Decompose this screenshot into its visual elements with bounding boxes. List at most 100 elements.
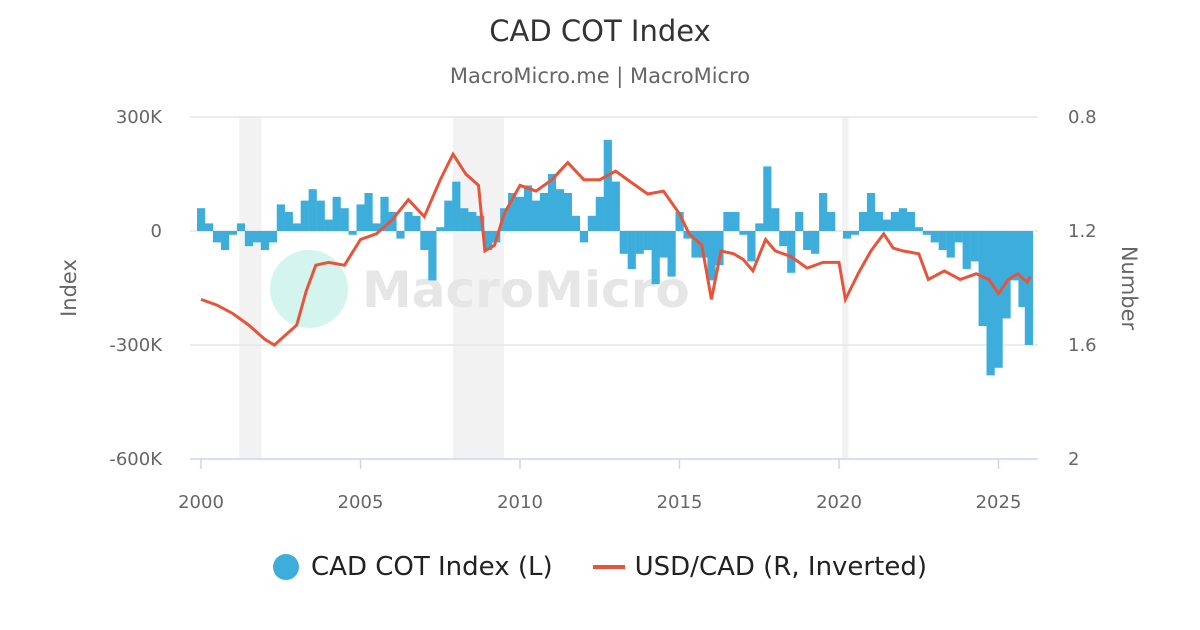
legend-dot-icon <box>273 554 300 580</box>
left-tick-label: 300K <box>116 107 163 128</box>
left-tick-label: -600K <box>109 449 163 470</box>
cot-bar <box>452 181 461 231</box>
legend-item-cot[interactable]: CAD COT Index (L) <box>273 552 553 582</box>
cot-bar <box>260 231 269 250</box>
cot-bar <box>946 231 955 258</box>
cot-bar <box>236 223 246 231</box>
cot-bar <box>850 231 860 235</box>
cot-bar <box>994 231 1003 368</box>
cot-bar <box>651 231 660 285</box>
cot-bar <box>938 231 947 250</box>
cot-bar <box>428 231 437 281</box>
cot-bar <box>986 231 995 376</box>
cot-bar <box>460 208 469 231</box>
cot-bar <box>1024 231 1034 345</box>
cot-bar <box>523 185 533 231</box>
legend-label: USD/CAD (R, Inverted) <box>634 552 927 582</box>
cot-bar <box>842 231 852 239</box>
cot-bar <box>579 231 588 243</box>
cot-bar <box>819 193 828 231</box>
right-tick-label: 1.6 <box>1068 335 1097 356</box>
cot-bar <box>675 212 684 231</box>
right-tick-label: 1.2 <box>1068 221 1097 242</box>
cot-bar <box>922 231 931 235</box>
cot-bar <box>787 231 796 273</box>
cot-bar <box>531 200 541 231</box>
cot-bar <box>412 215 421 231</box>
cot-bar <box>252 231 262 243</box>
legend-item-usdcad[interactable]: USD/CAD (R, Inverted) <box>592 552 927 582</box>
cot-bar <box>539 193 549 231</box>
watermark-text: MacroMicro <box>362 261 690 319</box>
cot-bar <box>858 212 868 231</box>
x-tick-label: 2010 <box>497 492 543 513</box>
legend: CAD COT Index (L) USD/CAD (R, Inverted) <box>0 552 1200 582</box>
right-tick-label: 0.8 <box>1068 107 1097 128</box>
cot-bar <box>930 231 939 243</box>
cot-bar <box>276 204 285 231</box>
recession-band <box>239 117 262 459</box>
legend-line-icon <box>592 565 625 569</box>
cot-bar <box>866 193 876 231</box>
cot-bar <box>1002 231 1011 319</box>
cot-bar <box>914 227 923 231</box>
cot-bar <box>356 204 365 231</box>
cot-bar <box>739 231 748 235</box>
chart-subtitle: MacroMicro.me | MacroMicro <box>449 64 751 88</box>
cot-bar <box>667 231 676 277</box>
usdcad-line <box>200 151 1032 347</box>
cot-bar <box>284 212 293 231</box>
cot-bar <box>476 215 485 231</box>
x-tick-label: 2020 <box>816 492 862 513</box>
cot-bar <box>420 231 429 250</box>
cot-bar <box>300 200 309 231</box>
x-tick-label: 2005 <box>338 492 384 513</box>
cot-bar <box>755 223 764 231</box>
cot-bar <box>212 231 222 243</box>
cot-bar <box>874 212 884 231</box>
cot-bar <box>380 196 389 231</box>
right-tick-label: 2 <box>1068 449 1079 470</box>
cot-bar <box>340 208 349 231</box>
recession-band <box>453 117 505 459</box>
cot-bar <box>763 166 772 231</box>
cot-bar <box>898 208 907 231</box>
watermark: MacroMicro <box>270 250 690 328</box>
cot-bar <box>970 231 979 262</box>
cot-bar <box>332 196 341 231</box>
cot-bar <box>771 208 780 231</box>
cot-bar <box>627 231 636 269</box>
cot-bar <box>372 223 381 231</box>
legend-label: CAD COT Index (L) <box>311 552 553 582</box>
cot-bar <box>890 212 900 231</box>
x-tick-label: 2015 <box>657 492 703 513</box>
cot-bar <box>396 231 405 239</box>
cot-bar <box>595 196 604 231</box>
recession-band <box>842 117 849 459</box>
cot-bar <box>316 200 325 231</box>
cot-bar <box>795 212 804 231</box>
cot-bar <box>484 231 493 250</box>
cot-bar <box>228 231 238 235</box>
cot-bar <box>197 208 206 231</box>
cot-bar <box>635 231 644 254</box>
cot-bar <box>683 231 692 239</box>
cot-bar <box>324 219 333 231</box>
cot-bar <box>292 223 301 231</box>
cot-bar <box>220 231 230 250</box>
cot-bar <box>699 231 708 258</box>
cot-bar <box>508 193 517 231</box>
cot-bar <box>619 231 628 254</box>
cot-bar <box>468 212 477 231</box>
cot-bar <box>691 231 700 258</box>
cot-bar <box>364 193 373 231</box>
cot-bar <box>1010 231 1019 281</box>
cot-bar <box>906 212 915 231</box>
cot-bar <box>308 189 317 231</box>
cot-bar <box>268 231 277 243</box>
cot-bar <box>962 231 971 269</box>
cot-bar <box>500 208 509 231</box>
cot-bar <box>571 215 581 231</box>
cot-bar <box>244 231 254 247</box>
